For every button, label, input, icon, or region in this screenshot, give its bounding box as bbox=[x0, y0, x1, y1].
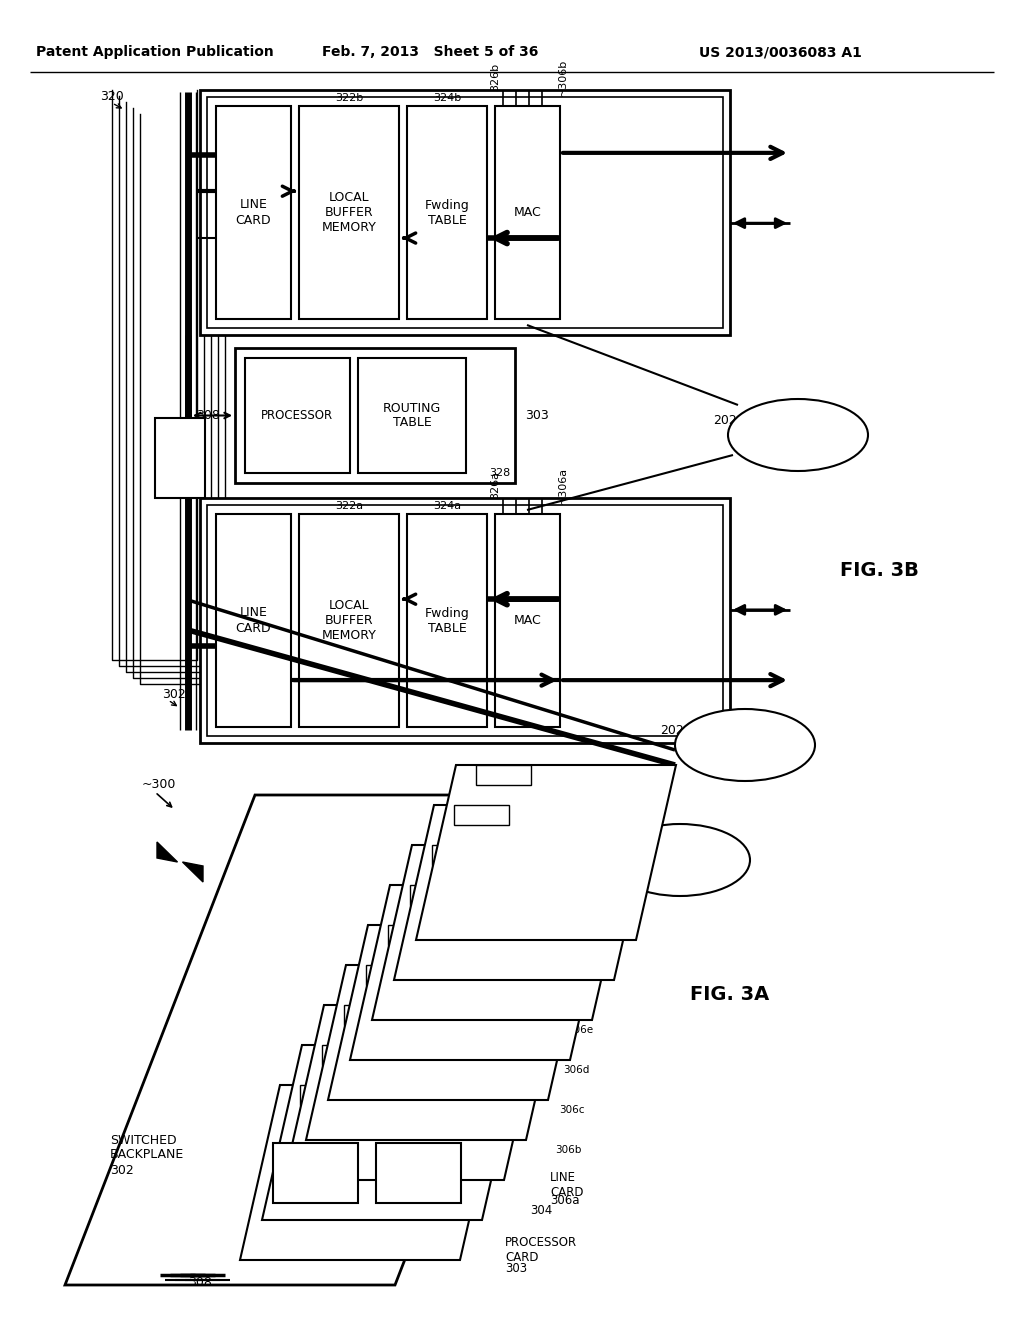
Bar bbox=[388, 925, 443, 945]
Text: 322a: 322a bbox=[335, 502, 364, 511]
Bar bbox=[216, 513, 291, 727]
Text: FIG. 3A: FIG. 3A bbox=[690, 986, 769, 1005]
Text: 306e: 306e bbox=[567, 1026, 593, 1035]
Text: 320: 320 bbox=[100, 91, 124, 103]
Text: Fwding
TABLE: Fwding TABLE bbox=[425, 606, 469, 635]
Text: 328: 328 bbox=[488, 469, 510, 478]
Bar bbox=[234, 348, 515, 483]
Polygon shape bbox=[182, 862, 203, 882]
Text: ~300: ~300 bbox=[142, 779, 176, 792]
Text: 303: 303 bbox=[525, 409, 549, 422]
Text: PROCESSOR: PROCESSOR bbox=[282, 1167, 350, 1177]
Text: 322b: 322b bbox=[335, 92, 364, 103]
Text: US 2013/0036083 A1: US 2013/0036083 A1 bbox=[698, 45, 861, 59]
Text: 202: 202 bbox=[660, 723, 684, 737]
Polygon shape bbox=[416, 766, 676, 940]
Bar bbox=[216, 106, 291, 319]
Polygon shape bbox=[350, 884, 610, 1060]
Text: SWITCHED
BACKPLANE
302: SWITCHED BACKPLANE 302 bbox=[110, 1134, 184, 1176]
Bar bbox=[495, 106, 560, 319]
Text: LINE
CARD: LINE CARD bbox=[236, 198, 271, 227]
Bar bbox=[407, 513, 487, 727]
Bar bbox=[245, 358, 350, 473]
Text: 304: 304 bbox=[530, 1204, 552, 1217]
Text: 306f: 306f bbox=[571, 985, 595, 995]
Text: ~306b: ~306b bbox=[558, 58, 568, 95]
Text: MAC: MAC bbox=[514, 614, 542, 627]
Text: Feb. 7, 2013   Sheet 5 of 36: Feb. 7, 2013 Sheet 5 of 36 bbox=[322, 45, 539, 59]
Polygon shape bbox=[306, 965, 566, 1140]
Ellipse shape bbox=[675, 709, 815, 781]
Bar bbox=[273, 1143, 358, 1203]
Text: PROCESSOR: PROCESSOR bbox=[261, 409, 333, 422]
Bar bbox=[207, 96, 723, 327]
Bar bbox=[366, 965, 421, 985]
Text: MEMORY: MEMORY bbox=[394, 1167, 442, 1177]
Polygon shape bbox=[328, 925, 588, 1100]
Text: 306c: 306c bbox=[559, 1105, 585, 1115]
Text: Patent Application Publication: Patent Application Publication bbox=[36, 45, 273, 59]
Text: 202: 202 bbox=[595, 838, 618, 851]
Polygon shape bbox=[262, 1045, 522, 1220]
Text: SEARCH
PROCESSOR: SEARCH PROCESSOR bbox=[709, 731, 781, 759]
Text: PROCESSOR
CARD: PROCESSOR CARD bbox=[505, 1236, 578, 1265]
Polygon shape bbox=[394, 805, 654, 979]
Text: 326a: 326a bbox=[490, 471, 500, 499]
Text: 202: 202 bbox=[713, 413, 736, 426]
Text: Fwding
TABLE: Fwding TABLE bbox=[425, 198, 469, 227]
Text: SEARCH
PROCESSOR: SEARCH PROCESSOR bbox=[644, 846, 716, 874]
Bar bbox=[155, 418, 205, 498]
Text: MAC: MAC bbox=[514, 206, 542, 219]
Bar bbox=[344, 1005, 399, 1026]
Text: 303: 303 bbox=[505, 1262, 527, 1275]
Polygon shape bbox=[157, 842, 177, 862]
Ellipse shape bbox=[728, 399, 868, 471]
Bar bbox=[300, 1085, 355, 1105]
Text: FIG. 3B: FIG. 3B bbox=[840, 561, 919, 579]
Text: 326b: 326b bbox=[490, 63, 500, 91]
Text: 306b: 306b bbox=[555, 1144, 582, 1155]
Text: 306g: 306g bbox=[575, 945, 601, 954]
Text: 308: 308 bbox=[188, 1275, 212, 1288]
Bar bbox=[322, 1045, 377, 1065]
Text: LINE
CARD: LINE CARD bbox=[236, 606, 271, 635]
Bar bbox=[476, 766, 531, 785]
Text: ~306a: ~306a bbox=[558, 466, 568, 503]
Text: ROUTING
TABLE: ROUTING TABLE bbox=[383, 401, 441, 429]
Bar bbox=[376, 1143, 461, 1203]
Bar bbox=[495, 513, 560, 727]
Text: LINE
CARD: LINE CARD bbox=[550, 1171, 584, 1199]
Text: LOCAL
BUFFER
MEMORY: LOCAL BUFFER MEMORY bbox=[322, 599, 377, 642]
Polygon shape bbox=[240, 1085, 500, 1261]
Bar bbox=[432, 845, 487, 865]
Polygon shape bbox=[284, 1005, 544, 1180]
Bar bbox=[407, 106, 487, 319]
Text: 308: 308 bbox=[197, 409, 220, 422]
Bar bbox=[200, 90, 730, 335]
Ellipse shape bbox=[610, 824, 750, 896]
Bar bbox=[200, 498, 730, 743]
Bar bbox=[207, 506, 723, 737]
Polygon shape bbox=[372, 845, 632, 1020]
Text: 324b: 324b bbox=[433, 92, 461, 103]
Bar bbox=[358, 358, 466, 473]
Bar bbox=[299, 106, 399, 319]
Bar bbox=[454, 805, 509, 825]
Bar bbox=[299, 513, 399, 727]
Text: SEARCH
PROCESSOR: SEARCH PROCESSOR bbox=[762, 421, 835, 449]
Text: 324a: 324a bbox=[433, 502, 461, 511]
Text: 306a: 306a bbox=[550, 1193, 580, 1206]
Bar bbox=[410, 884, 465, 906]
Text: 302: 302 bbox=[162, 689, 185, 701]
Polygon shape bbox=[65, 795, 585, 1284]
Text: 306h: 306h bbox=[579, 906, 605, 915]
Text: LOCAL
BUFFER
MEMORY: LOCAL BUFFER MEMORY bbox=[322, 191, 377, 234]
Text: 306d: 306d bbox=[563, 1065, 590, 1074]
